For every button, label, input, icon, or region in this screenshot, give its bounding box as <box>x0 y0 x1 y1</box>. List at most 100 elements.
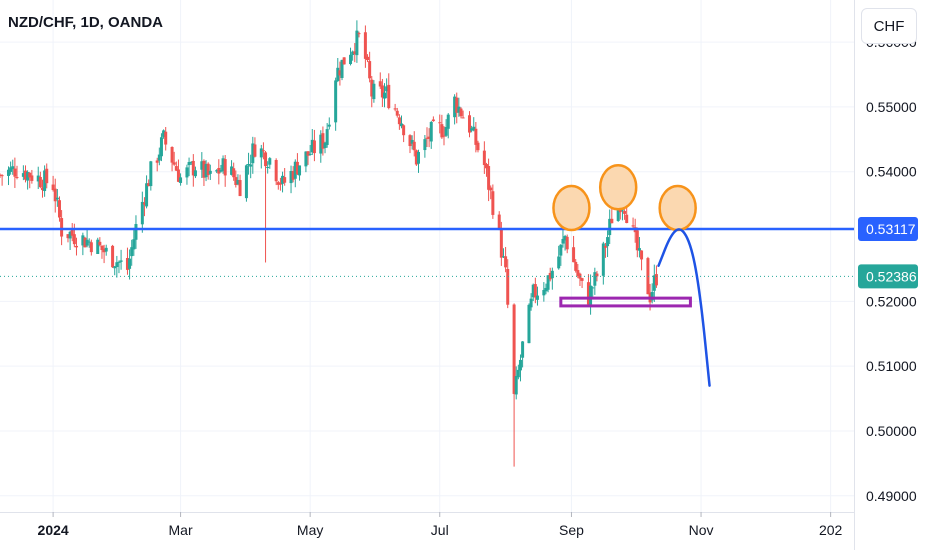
candle-body <box>319 134 323 154</box>
candle-body <box>474 128 478 145</box>
left-shoulder-marker <box>552 184 591 232</box>
candle-body <box>57 200 61 218</box>
candle-body <box>74 245 78 248</box>
candle-body <box>491 191 495 215</box>
candle-body <box>531 284 535 298</box>
candle-body <box>147 183 151 187</box>
candle-body <box>550 270 554 279</box>
candle-body <box>438 122 442 124</box>
candle-body <box>283 177 287 183</box>
candles <box>0 20 658 467</box>
candle-body <box>635 230 639 251</box>
candle-body <box>140 201 144 225</box>
candle-body <box>208 170 212 174</box>
candle-body <box>6 169 10 176</box>
candle-body <box>589 285 593 305</box>
candle-body <box>113 266 117 269</box>
candle-body <box>499 229 503 258</box>
candle-body <box>514 375 518 395</box>
candle-body <box>304 151 308 167</box>
y-tick-label: 0.54000 <box>866 164 917 180</box>
candle-body <box>533 284 537 298</box>
candle-body <box>370 79 374 97</box>
candle-body <box>70 229 74 236</box>
candle-body <box>40 187 44 191</box>
candle-body <box>349 54 353 65</box>
candle-body <box>274 159 278 182</box>
candle-body <box>100 245 104 251</box>
candle-body <box>353 51 357 55</box>
candle-body <box>96 239 100 254</box>
candle-body <box>535 295 539 300</box>
candle-body <box>164 131 168 145</box>
candle-body <box>87 241 91 243</box>
candle-body <box>266 166 270 168</box>
candle-body <box>247 164 251 166</box>
candle-body <box>145 183 149 207</box>
candle-body <box>380 85 384 98</box>
candle-body <box>268 158 272 165</box>
candle-body <box>204 164 208 178</box>
candle-body <box>467 115 471 133</box>
candle-body <box>244 165 248 199</box>
neckline-zone <box>559 296 692 308</box>
candle-body <box>117 261 121 263</box>
candle-body <box>170 146 174 163</box>
x-tick-label: 2024 <box>38 522 69 538</box>
candle-body <box>115 262 119 267</box>
candle-body <box>111 245 115 268</box>
candle-body <box>482 150 486 166</box>
candle-body <box>548 272 552 280</box>
candle-body <box>654 274 658 286</box>
candle-body <box>230 166 234 175</box>
candle-body <box>98 241 102 246</box>
candle-body <box>368 61 372 79</box>
candle-body <box>293 161 297 179</box>
candle-body <box>149 161 153 187</box>
candle-body <box>215 170 219 172</box>
candle-body <box>278 183 282 185</box>
candle-body <box>85 239 89 246</box>
candle-body <box>206 163 210 176</box>
candle-body <box>30 175 34 181</box>
candle-body <box>363 32 367 59</box>
resistance-price-label: 0.53117 <box>866 221 916 237</box>
candle-body <box>518 359 522 371</box>
candle-body <box>155 160 159 163</box>
candle-body <box>631 225 635 227</box>
candle-body <box>157 154 161 161</box>
candle-body <box>410 139 414 144</box>
candle-body <box>66 234 70 239</box>
candle-body <box>23 170 27 180</box>
candle-body <box>378 81 382 87</box>
candle-body <box>289 170 293 184</box>
candle-body <box>259 148 263 158</box>
candle-body <box>159 137 163 157</box>
candle-body <box>26 172 30 181</box>
candle-body <box>440 124 444 138</box>
candle-body <box>383 92 387 99</box>
candle-body <box>593 272 597 286</box>
candle-body <box>281 175 285 184</box>
candle-body <box>276 182 280 185</box>
candle-body <box>128 258 132 269</box>
candle-body <box>606 237 610 247</box>
candle-body <box>459 108 463 117</box>
candle-body <box>640 250 644 260</box>
currency-button[interactable]: CHF <box>861 8 917 44</box>
candle-body <box>179 177 183 183</box>
candle-body <box>327 124 331 127</box>
candle-body <box>442 135 446 137</box>
candle-body <box>512 304 516 394</box>
candle-body <box>253 144 257 157</box>
candle-body <box>402 125 406 136</box>
candle-body <box>400 123 404 127</box>
candle-body <box>0 175 4 177</box>
candle-body <box>193 170 197 177</box>
candle-body <box>366 56 370 61</box>
x-tick-label: Nov <box>689 522 714 538</box>
candle-body <box>72 234 76 245</box>
candle-body <box>232 168 236 178</box>
candle-body <box>200 161 204 170</box>
